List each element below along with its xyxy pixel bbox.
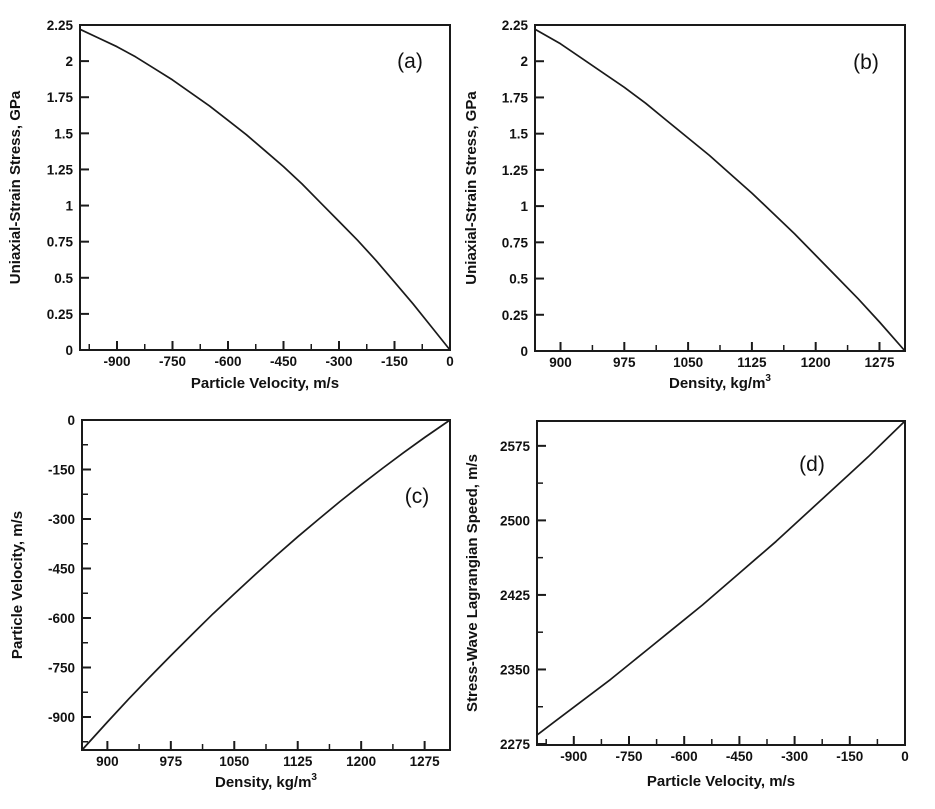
y-tick-label: 0.75 [47,235,74,250]
y-tick-label: 0 [65,343,73,358]
x-tick-label: 975 [160,754,183,769]
y-tick-label: 1.25 [502,163,529,178]
x-tick-label: -900 [560,749,587,764]
y-tick-label: 1.75 [47,90,74,105]
x-tick-label: -750 [615,749,642,764]
x-tick-label: -600 [214,354,241,369]
y-tick-label: 0.5 [54,271,73,286]
y-tick-label: 2500 [500,513,530,528]
y-tick-label: 0 [67,413,75,428]
y-tick-label: 0.75 [502,235,529,250]
y-tick-label: 2 [520,54,528,69]
panel-letter-c: (c) [405,485,430,508]
y-tick-label: 2.25 [47,18,74,33]
y-axis-title: Uniaxial-Strain Stress, GPa [7,90,24,284]
y-tick-label: -600 [48,611,75,626]
x-tick-label: -900 [103,354,130,369]
y-tick-label: 2 [65,54,73,69]
plot-border [79,24,451,351]
panel-b: 900 975 1050 1125 1200 1275 2.25 2 1.75 1.5 1.25 1 0… [463,18,906,392]
data-curve-stress-vs-density [534,28,906,352]
x-tick-label: 1275 [864,355,895,370]
x-tick-label: -750 [159,354,186,369]
y-axis-title: Uniaxial-Strain Stress, GPa [463,91,480,285]
x-tick-label: 1200 [801,355,831,370]
plot-border [534,24,906,352]
panel-letter-a: (a) [397,50,423,73]
x-axis-title: Particle Velocity, m/s [647,773,795,790]
y-tick-label: -750 [48,661,75,676]
x-tick-label: 0 [901,749,909,764]
y-axis-title: Particle Velocity, m/s [9,511,26,659]
panel-c: 900 975 1050 1125 1200 1275 0 -150 -300 -450 -600 -… [9,413,451,791]
x-tick-label: -300 [781,749,808,764]
y-tick-label: 2.25 [502,18,529,33]
x-tick-label: 0 [446,354,454,369]
x-tick-label: 1050 [219,754,249,769]
y-tick-label: 2275 [500,737,531,752]
x-tick-label: -450 [726,749,753,764]
y-tick-label: 1.75 [502,90,529,105]
y-tick-label: -900 [48,710,75,725]
y-tick-label: 1 [65,199,73,214]
plot-border [536,420,906,746]
x-axis-title: Density, kg/m3 [669,373,771,392]
y-tick-label: -150 [48,463,75,478]
x-tick-label: 1275 [410,754,441,769]
panel-a: -900 -750 -600 -450 -300 -150 0 2.25 2 1.75 1.5 1.2… [7,18,454,392]
x-tick-label: 1125 [737,355,767,370]
y-axis-title: Stress-Wave Lagrangian Speed, m/s [464,454,481,712]
panel-letter-b: (b) [853,51,879,74]
panel-d: -900 -750 -600 -450 -300 -150 0 2575 2500 2425 235… [464,420,909,790]
x-tick-label: 975 [613,355,636,370]
x-tick-label: 1125 [283,754,313,769]
x-tick-label: 1050 [673,355,703,370]
y-tick-label: 1 [520,199,528,214]
y-tick-label: 2425 [500,588,531,603]
x-tick-label: -150 [836,749,863,764]
y-tick-label: 1.25 [47,162,74,177]
y-tick-label: 1.5 [509,127,528,142]
y-tick-label: 1.5 [54,126,73,141]
x-tick-label: -450 [270,354,297,369]
x-tick-label: -300 [325,354,352,369]
x-axis-title: Particle Velocity, m/s [191,375,339,392]
data-curve-particle-velocity-vs-density [81,419,451,751]
y-tick-label: 0.25 [502,308,529,323]
x-tick-label: -150 [381,354,408,369]
data-curve-lagrangian-speed-vs-particle-velocity [536,420,906,736]
y-tick-label: 2575 [500,439,531,454]
x-tick-label: 1200 [346,754,376,769]
plot-border [81,419,451,751]
y-tick-label: 0.25 [47,307,74,322]
y-tick-label: 2350 [500,662,530,677]
y-tick-label: 0 [520,344,528,359]
y-tick-label: -300 [48,512,75,527]
x-tick-label: 900 [96,754,119,769]
x-tick-label: -600 [671,749,698,764]
data-curve-stress-vs-particle-velocity [79,28,451,351]
x-axis-title: Density, kg/m3 [215,772,317,791]
y-tick-label: 0.5 [509,272,528,287]
y-tick-label: -450 [48,562,75,577]
panel-letter-d: (d) [799,453,825,476]
x-tick-label: 900 [549,355,572,370]
